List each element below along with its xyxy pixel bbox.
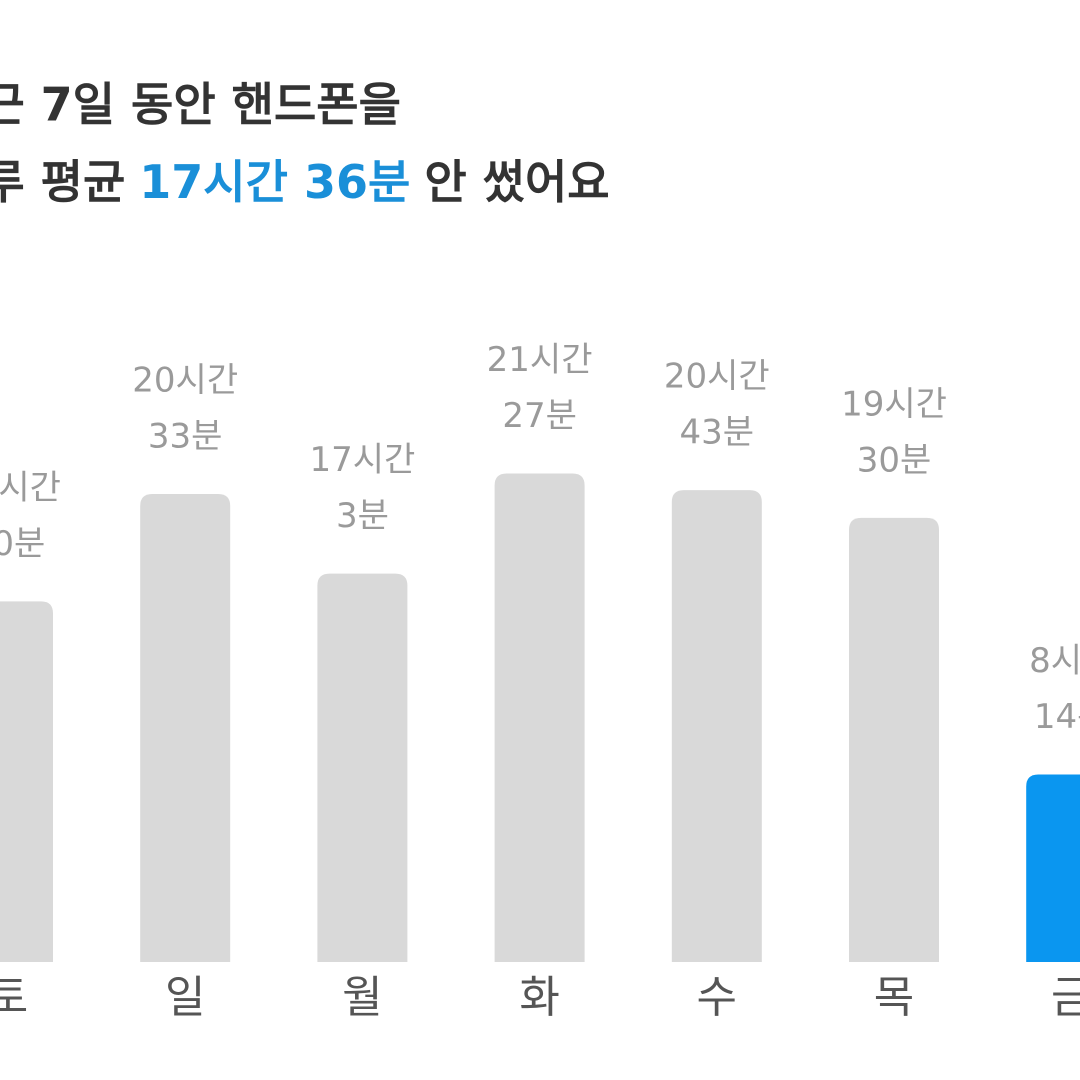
x-tick-label: 수 bbox=[697, 972, 737, 1023]
title-highlight: 17시간 36분 bbox=[139, 155, 410, 209]
value-label: 8시간 bbox=[1029, 641, 1080, 681]
value-label: 17시간 bbox=[309, 440, 415, 480]
value-label: 27분 bbox=[502, 396, 577, 436]
x-tick-label: 월 bbox=[342, 972, 382, 1023]
chart-subtitle: 하루 평균 17시간 36분 안 썼어요 bbox=[0, 155, 610, 209]
value-label: 20시간 bbox=[132, 360, 238, 400]
title-suffix: 안 썼어요 bbox=[424, 155, 609, 209]
value-label: 3분 bbox=[336, 496, 389, 536]
bar bbox=[671, 490, 762, 962]
bar bbox=[1026, 774, 1080, 962]
value-label: 15시간 bbox=[0, 468, 61, 508]
title-prefix: 하루 평균 bbox=[0, 155, 125, 209]
bar bbox=[849, 517, 939, 962]
x-tick-label: 금 bbox=[1051, 972, 1080, 1023]
value-label: 21시간 bbox=[487, 340, 593, 380]
x-tick-label: 목 bbox=[874, 972, 914, 1023]
bar bbox=[0, 601, 53, 962]
bar bbox=[140, 493, 231, 962]
value-label: 20시간 bbox=[664, 357, 770, 397]
value-label: 14분 bbox=[1034, 697, 1080, 737]
value-label: 19시간 bbox=[841, 384, 947, 424]
value-label: 30분 bbox=[857, 440, 932, 480]
value-label: 33분 bbox=[148, 416, 223, 456]
bar bbox=[494, 473, 585, 962]
value-label: 50분 bbox=[0, 524, 45, 564]
bar bbox=[317, 573, 408, 962]
chart-title: 최근 7일 동안 핸드폰을 bbox=[0, 78, 401, 132]
x-tick-label: 일 bbox=[165, 972, 205, 1023]
value-label: 43분 bbox=[680, 413, 755, 453]
x-tick-label: 토 bbox=[0, 972, 28, 1023]
x-tick-label: 화 bbox=[519, 972, 559, 1023]
